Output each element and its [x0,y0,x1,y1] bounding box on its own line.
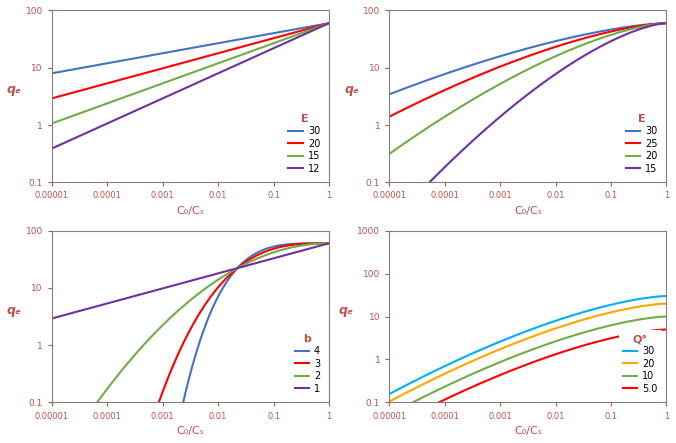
Legend: 30, 20, 10, 5.0: 30, 20, 10, 5.0 [619,330,662,398]
X-axis label: C₀/Cₛ: C₀/Cₛ [514,206,541,216]
Legend: 4, 3, 2, 1: 4, 3, 2, 1 [291,330,324,398]
Y-axis label: qₑ: qₑ [344,83,360,97]
X-axis label: C₀/Cₛ: C₀/Cₛ [176,206,204,216]
Legend: 30, 25, 20, 15: 30, 25, 20, 15 [622,110,662,178]
Legend: 30, 20, 15, 12: 30, 20, 15, 12 [285,110,324,178]
Y-axis label: qₑ: qₑ [339,303,354,316]
X-axis label: C₀/Cₛ: C₀/Cₛ [514,426,541,436]
Y-axis label: qₑ: qₑ [7,303,22,316]
Y-axis label: qₑ: qₑ [7,83,22,97]
X-axis label: C₀/Cₛ: C₀/Cₛ [176,426,204,436]
